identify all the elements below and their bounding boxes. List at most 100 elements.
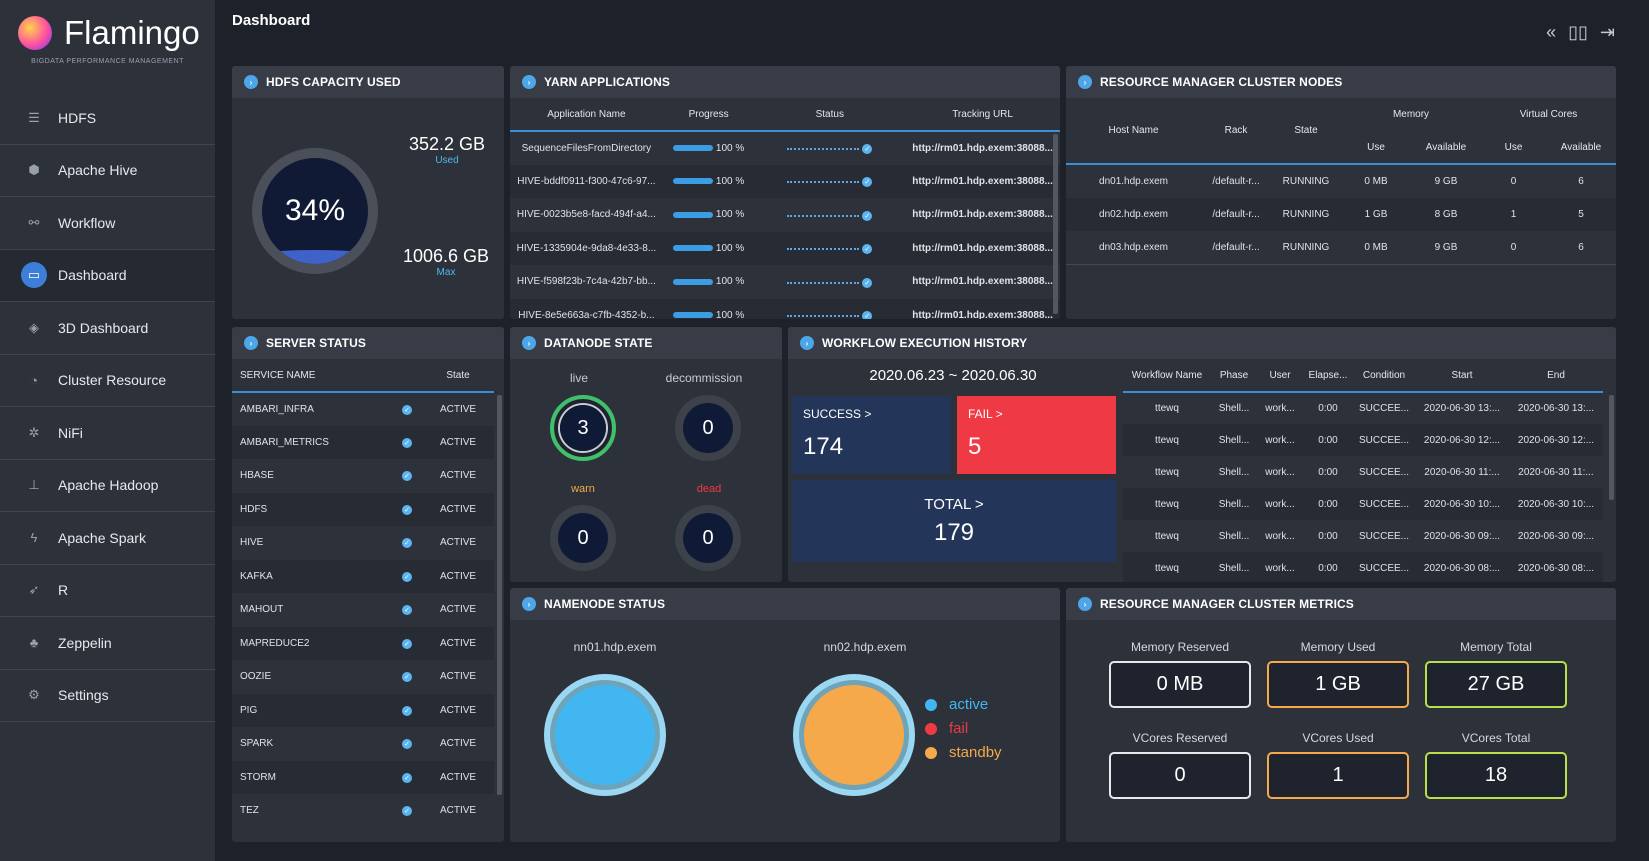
check-icon: ✓ — [402, 772, 412, 783]
col-end[interactable]: End — [1547, 369, 1565, 381]
col-tracking-url[interactable]: Tracking URL — [952, 108, 1013, 120]
table-row[interactable]: dn03.hdp.exem/default-r... RUNNING 0 MB 9 G… — [1066, 231, 1616, 265]
logout-icon[interactable]: ⇥ — [1599, 22, 1615, 42]
sidebar-item-settings[interactable]: ⚙ Settings — [0, 670, 215, 722]
table-row[interactable]: HIVE-1335904e-9da8-4e33-8... 100 % ✓ http:/… — [510, 231, 1060, 265]
vcores-reserved-box[interactable]: 0 — [1109, 752, 1251, 799]
scrollbar[interactable] — [497, 395, 502, 795]
nn02-status-circle[interactable] — [793, 674, 915, 796]
table-row[interactable]: SequenceFilesFromDirectory 100 % ✓ http://r… — [510, 131, 1060, 165]
sidebar-item-apache-spark[interactable]: ϟ Apache Spark — [0, 512, 215, 565]
col-phase[interactable]: Phase — [1219, 369, 1249, 381]
wf-cond: SUCCEE... — [1353, 552, 1415, 582]
tracking-url[interactable]: http://rm01.hdp.exem:38088... — [912, 209, 1053, 221]
logo[interactable]: Flamingo — [18, 14, 200, 52]
col-vc-available[interactable]: Available — [1560, 141, 1602, 153]
col-memory[interactable]: Memory — [1392, 109, 1430, 120]
col-state[interactable]: State — [446, 369, 470, 381]
nn01-status-circle[interactable] — [544, 674, 666, 796]
table-row[interactable]: dn01.hdp.exem/default-r... RUNNING 0 MB 9 G… — [1066, 164, 1616, 198]
table-row[interactable]: MAPREDUCE2 ✓ ACTIVE — [232, 626, 494, 660]
live-gauge[interactable]: 3 — [550, 395, 616, 461]
warn-gauge[interactable]: 0 — [550, 505, 616, 571]
tracking-url[interactable]: http://rm01.hdp.exem:38088... — [905, 164, 1060, 198]
col-start[interactable]: Start — [1451, 369, 1473, 381]
table-row[interactable]: TEZ ✓ ACTIVE — [232, 794, 494, 828]
col-workflow-name[interactable]: Workflow Name — [1131, 369, 1203, 381]
table-row[interactable]: MAHOUT ✓ ACTIVE — [232, 593, 494, 627]
check-icon: ✓ — [862, 277, 873, 288]
col-condition[interactable]: Condition — [1362, 369, 1406, 381]
table-row[interactable]: OOZIE ✓ ACTIVE — [232, 660, 494, 694]
legend-active: active — [925, 696, 1002, 713]
tracking-url[interactable]: http://rm01.hdp.exem:38088... — [912, 142, 1053, 154]
vcores-used-box[interactable]: 1 — [1267, 752, 1409, 799]
decommission-gauge[interactable]: 0 — [675, 395, 741, 461]
table-row[interactable]: ttewq Shell... work... 0:00 SUCCEE... 2020-06… — [1123, 392, 1603, 424]
col-status[interactable]: Status — [815, 108, 844, 120]
book-icon[interactable]: ▯▯ — [1568, 22, 1588, 42]
table-row[interactable]: PIG ✓ ACTIVE — [232, 693, 494, 727]
collapse-icon[interactable]: « — [1546, 22, 1557, 42]
table-row[interactable]: dn02.hdp.exem/default-r... RUNNING 1 GB 8 G… — [1066, 197, 1616, 231]
sidebar-item-hdfs[interactable]: ☰ HDFS — [0, 92, 215, 145]
wf-cond: SUCCEE... — [1353, 424, 1415, 456]
sidebar-item-cluster-resource[interactable]: ◔ Cluster Resource — [0, 355, 215, 407]
tracking-url[interactable]: http://rm01.hdp.exem:38088... — [905, 298, 1060, 319]
legend-dot-icon — [925, 698, 937, 711]
tracking-url[interactable]: http://rm01.hdp.exem:38088... — [912, 276, 1053, 288]
status-badge: ACTIVE — [439, 403, 477, 415]
table-row[interactable]: HIVE-8e5e663a-c7fb-4352-b... 100 % ✓ http:/… — [510, 298, 1060, 319]
sidebar-item-workflow[interactable]: ⚯ Workflow — [0, 197, 215, 250]
memory-reserved-box[interactable]: 0 MB — [1109, 661, 1251, 708]
col-virtual-cores[interactable]: Virtual Cores — [1519, 109, 1578, 120]
table-row[interactable]: HIVE-0023b5e8-facd-494f-a4... 100 % ✓ http:… — [510, 198, 1060, 232]
live-value: 3 — [560, 405, 606, 451]
col-service-name[interactable]: SERVICE NAME — [240, 369, 316, 381]
vcores-total-box[interactable]: 18 — [1425, 752, 1567, 799]
table-row[interactable]: SPARK ✓ ACTIVE — [232, 727, 494, 761]
table-row[interactable]: AMBARI_INFRA ✓ ACTIVE — [232, 392, 494, 426]
col-vc-use[interactable]: Use — [1504, 141, 1523, 153]
table-row[interactable]: HIVE-f598f23b-7c4a-42b7-bb... 100 % ✓ http:… — [510, 265, 1060, 299]
sidebar-item-dashboard[interactable]: ▭ Dashboard — [0, 249, 215, 302]
date-range[interactable]: 2020.06.23 ~ 2020.06.30 — [869, 367, 1037, 384]
dead-gauge[interactable]: 0 — [675, 505, 741, 571]
col-mem-available[interactable]: Available — [1425, 141, 1467, 153]
table-row[interactable]: ttewq Shell... work... 0:00 SUCCEE... 2020-06… — [1123, 552, 1603, 582]
table-row[interactable]: ttewq Shell... work... 0:00 SUCCEE... 2020-06… — [1123, 424, 1603, 456]
table-row[interactable]: HIVE ✓ ACTIVE — [232, 526, 494, 560]
scrollbar[interactable] — [1609, 395, 1614, 500]
col-mem-use[interactable]: Use — [1367, 141, 1385, 153]
sidebar-item-nifi[interactable]: ✲ NiFi — [0, 407, 215, 460]
table-row[interactable]: HIVE-bddf0911-f300-47c6-97... 100 % ✓ http:… — [510, 164, 1060, 198]
memory-total-box[interactable]: 27 GB — [1425, 661, 1567, 708]
sidebar-item-apache-hadoop[interactable]: ⊥ Apache Hadoop — [0, 460, 215, 512]
col-rack[interactable]: Rack — [1201, 98, 1271, 165]
col-user[interactable]: User — [1269, 369, 1291, 381]
table-row[interactable]: ttewq Shell... work... 0:00 SUCCEE... 2020-06… — [1123, 456, 1603, 488]
col-host-name[interactable]: Host Name — [1066, 98, 1201, 165]
col-state[interactable]: State — [1271, 98, 1341, 165]
col-elapse[interactable]: Elapse... — [1308, 369, 1348, 381]
panel-header: › YARN APPLICATIONS — [510, 66, 1060, 98]
table-row[interactable]: HDFS ✓ ACTIVE — [232, 492, 494, 526]
sidebar-item-apache-hive[interactable]: ⬢ Apache Hive — [0, 145, 215, 197]
col-application-name[interactable]: Application Name — [547, 108, 626, 120]
table-row[interactable]: HBASE ✓ ACTIVE — [232, 459, 494, 493]
total-card[interactable]: TOTAL > 179 — [792, 480, 1116, 562]
scrollbar[interactable] — [1053, 134, 1058, 314]
table-row[interactable]: KAFKA ✓ ACTIVE — [232, 559, 494, 593]
table-row[interactable]: ttewq Shell... work... 0:00 SUCCEE... 2020-06… — [1123, 488, 1603, 520]
table-row[interactable]: STORM ✓ ACTIVE — [232, 760, 494, 794]
sidebar-item-3d-dashboard[interactable]: ◈ 3D Dashboard — [0, 302, 215, 355]
tracking-url[interactable]: http://rm01.hdp.exem:38088... — [905, 231, 1060, 265]
table-row[interactable]: ttewq Shell... work... 0:00 SUCCEE... 2020-06… — [1123, 520, 1603, 552]
success-card[interactable]: SUCCESS > 174 — [792, 396, 951, 474]
sidebar-item-r[interactable]: ➶ R — [0, 565, 215, 617]
col-progress[interactable]: Progress — [688, 108, 729, 120]
memory-used-box[interactable]: 1 GB — [1267, 661, 1409, 708]
sidebar-item-zeppelin[interactable]: ♣ Zeppelin — [0, 617, 215, 670]
table-row[interactable]: AMBARI_METRICS ✓ ACTIVE — [232, 425, 494, 459]
fail-card[interactable]: FAIL > 5 — [957, 396, 1116, 474]
